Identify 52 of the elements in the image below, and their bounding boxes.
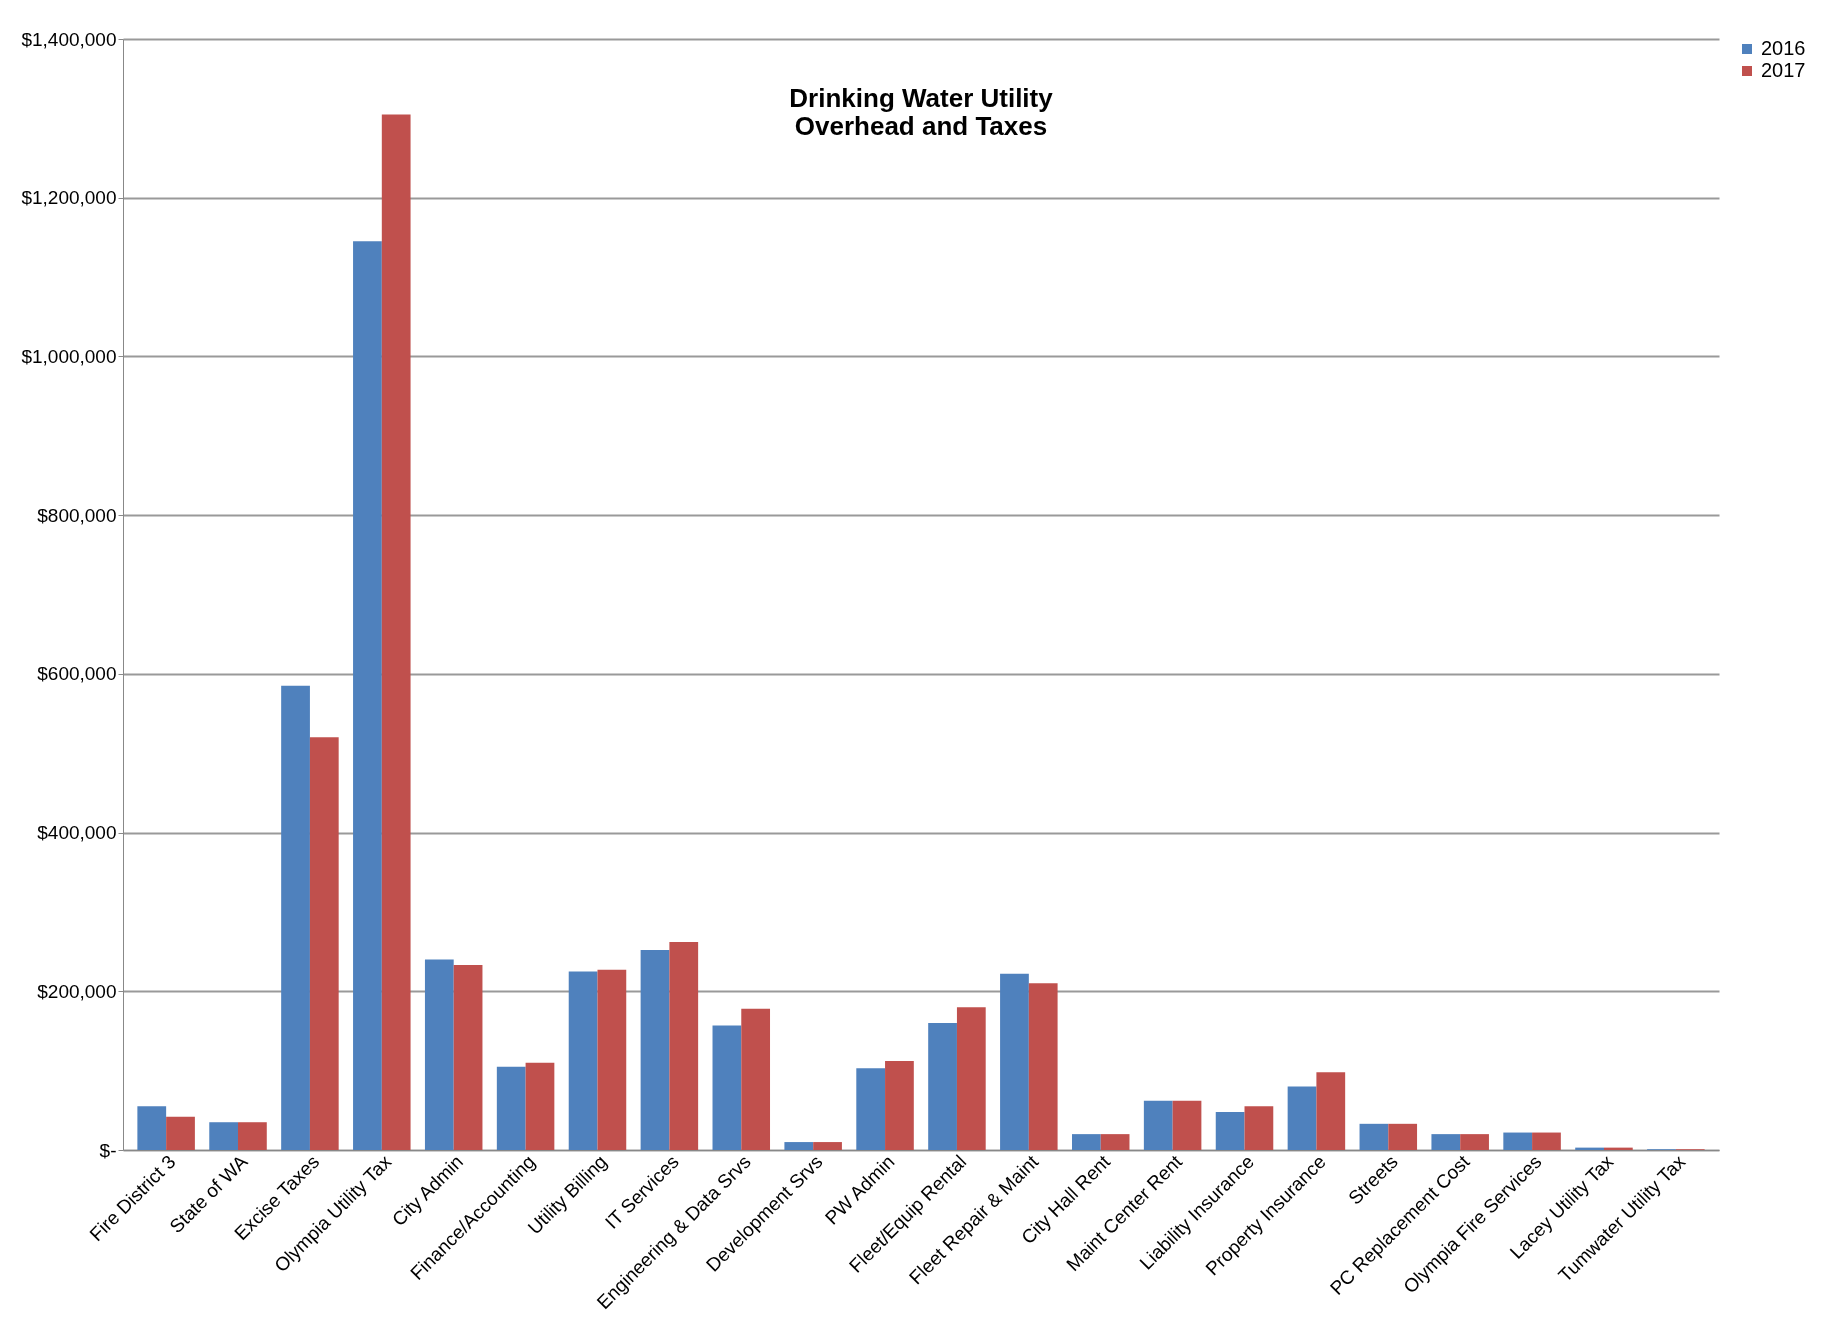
text: Overhead and Taxes — [794, 111, 1048, 141]
bar — [1503, 1132, 1533, 1150]
bar — [309, 737, 339, 1150]
bar — [1359, 1123, 1389, 1150]
bar — [353, 241, 382, 1150]
bar — [453, 965, 483, 1150]
bar — [209, 1122, 239, 1150]
bar — [1287, 1086, 1317, 1150]
bar — [741, 1008, 771, 1150]
bar — [1172, 1100, 1202, 1150]
bar — [813, 1142, 842, 1150]
bar — [712, 1025, 742, 1150]
y-tick-label: $200,000 — [37, 980, 117, 1002]
y-tick-label: $600,000 — [37, 663, 117, 685]
bar — [166, 1116, 195, 1150]
y-tick-label: $1,200,000 — [21, 187, 117, 209]
bar — [281, 685, 310, 1150]
bar — [597, 969, 627, 1150]
y-tick-label: $- — [99, 1139, 117, 1161]
bar — [956, 1007, 986, 1150]
bar — [856, 1068, 886, 1150]
bar — [568, 971, 598, 1150]
bar — [1100, 1134, 1130, 1150]
y-tick-label: $1,000,000 — [21, 345, 117, 367]
bar — [1244, 1106, 1274, 1150]
text: Drinking Water Utility — [789, 83, 1053, 113]
bar — [1000, 973, 1029, 1150]
bar — [1460, 1134, 1489, 1150]
legend-label: 2017 — [1761, 59, 1806, 81]
bar — [238, 1122, 267, 1150]
bar — [381, 114, 411, 1150]
y-tick-label: $1,400,000 — [21, 28, 117, 50]
bar — [496, 1066, 526, 1150]
bar — [1143, 1100, 1173, 1150]
bar — [1028, 983, 1058, 1150]
legend-label: 2016 — [1761, 37, 1806, 59]
bar — [137, 1106, 167, 1150]
bar — [640, 950, 670, 1150]
bar — [1316, 1072, 1346, 1150]
bar — [1431, 1134, 1461, 1150]
bar — [1215, 1111, 1245, 1150]
bar — [1388, 1123, 1418, 1150]
y-tick-label: $400,000 — [37, 822, 117, 844]
y-tick-label: $800,000 — [37, 504, 117, 526]
bar — [1071, 1134, 1101, 1150]
bar — [928, 1023, 957, 1150]
bar — [885, 1061, 914, 1150]
bar — [669, 942, 699, 1150]
bar — [784, 1142, 814, 1150]
bar — [525, 1062, 555, 1150]
bar — [424, 959, 454, 1150]
bar — [1532, 1132, 1561, 1150]
